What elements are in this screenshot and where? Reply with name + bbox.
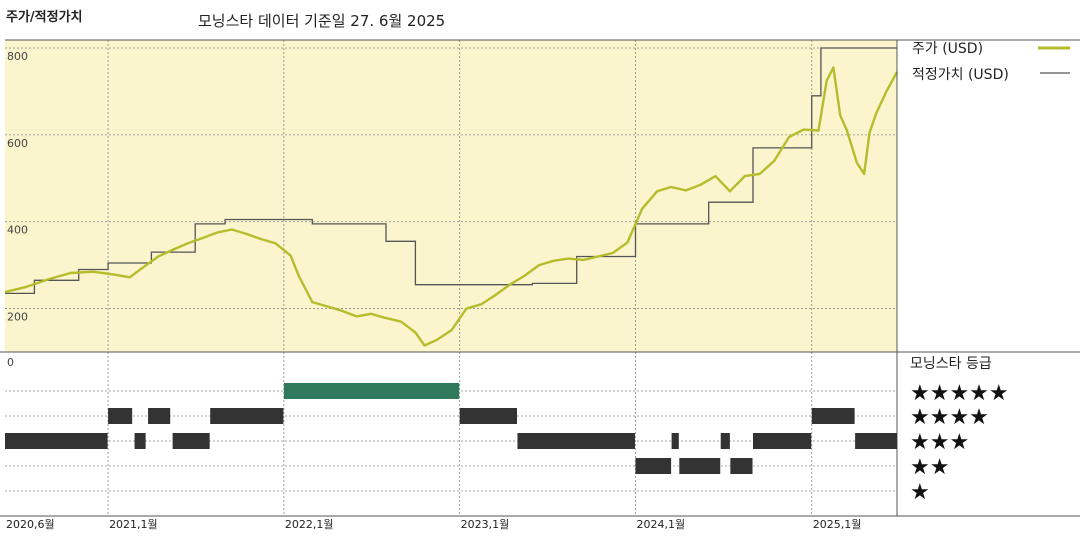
rating-segment-2-star — [730, 458, 753, 474]
legend-stars-3: ★★★ — [910, 430, 969, 455]
x-tick-label: 2020,6월 — [6, 518, 55, 531]
chart-title: 주가/적정가치 — [6, 10, 83, 25]
rating-segment-3-star — [172, 433, 210, 449]
x-tick-label: 2023,1월 — [461, 518, 510, 531]
rating-segment-5-star — [283, 383, 460, 399]
y-tick-label: 400 — [7, 224, 28, 237]
x-tick-label: 2022,1월 — [285, 518, 334, 531]
price-chart-area: 200 400 600 800 — [0, 39, 1080, 517]
rating-segment-3-star — [134, 433, 146, 449]
rating-zero-label: 0 — [7, 356, 14, 369]
y-tick-label: 200 — [7, 311, 28, 324]
legend-stars-5: ★★★★★ — [910, 381, 1009, 406]
rating-segment-2-star — [679, 458, 721, 474]
legend-stars-1: ★ — [910, 480, 930, 505]
fair-value-line — [5, 47, 897, 295]
rating-segment-3-star — [5, 433, 108, 449]
rating-segment-4-star — [108, 408, 133, 424]
rating-segment-3-star — [855, 433, 897, 449]
x-tick-label: 2021,1월 — [109, 518, 158, 531]
rating-segment-4-star — [210, 408, 284, 424]
legend-fair-label: 적정가치 (USD) — [912, 67, 1009, 83]
rating-segment-3-star — [671, 433, 679, 449]
legend-stars-4: ★★★★ — [910, 405, 989, 430]
rating-segment-2-star — [635, 458, 672, 474]
rating-segment-3-star — [752, 433, 812, 449]
y-tick-label: 600 — [7, 137, 28, 150]
rating-segment-4-star — [811, 408, 855, 424]
legend: 주가 (USD) 적정가치 (USD) 모닝스타 등급 ★★★★★ ★★★★ ★… — [910, 41, 1070, 505]
rating-chart-area: 0 2020,6월 2021,1월 2022,1월 2023,1월 2024,1월 2025… — [5, 356, 897, 531]
x-tick-label: 2024,1월 — [636, 518, 685, 531]
y-tick-label: 800 — [7, 50, 28, 63]
legend-price-label: 주가 (USD) — [912, 41, 983, 57]
rating-title: 모닝스타 등급 — [910, 356, 992, 372]
rating-segment-4-star — [459, 408, 517, 424]
rating-segment-3-star — [720, 433, 730, 449]
rating-segment-3-star — [517, 433, 635, 449]
price-plot-background — [5, 40, 897, 352]
data-date-subtitle: 모닝스타 데이터 기준일 27. 6월 2025 — [198, 12, 446, 30]
x-tick-label: 2025,1월 — [813, 518, 862, 531]
price-line — [4, 66, 899, 347]
rating-segment-4-star — [148, 408, 171, 424]
legend-stars-2: ★★ — [910, 455, 949, 480]
